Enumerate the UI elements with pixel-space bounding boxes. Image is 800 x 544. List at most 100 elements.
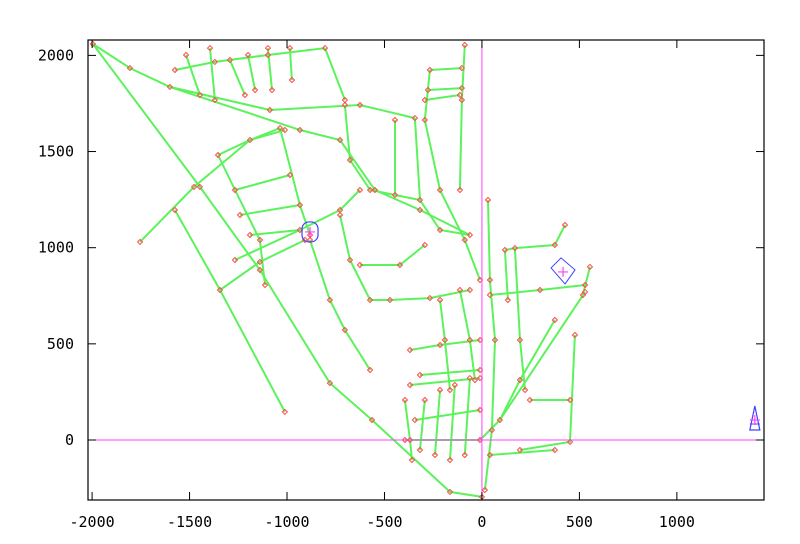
junction-node	[496, 416, 504, 424]
pipe	[219, 239, 306, 291]
tank-icon	[550, 257, 576, 285]
junction-node	[244, 51, 252, 59]
axis-ticks: -2000 -1500 -1000 -500 0 500 1000 0 500 1000 1500 2…	[38, 40, 764, 531]
facility-cross-marker	[558, 266, 569, 277]
pipe	[309, 239, 371, 371]
junction-node	[356, 261, 364, 269]
junction-node	[89, 40, 97, 48]
junction-node	[551, 241, 559, 249]
junction-node	[484, 196, 492, 204]
junction-node	[256, 236, 264, 244]
junction-node	[206, 44, 214, 52]
y-tick-label: 500	[47, 335, 74, 353]
pipe	[185, 54, 201, 96]
pipe	[228, 59, 246, 96]
pipe	[139, 129, 286, 243]
junction-node	[214, 151, 222, 159]
junction-node	[431, 451, 439, 459]
junction-node	[446, 386, 454, 394]
plot-frame	[87, 39, 765, 501]
junction-node	[236, 211, 244, 219]
junction-node	[424, 86, 432, 94]
junction-node	[368, 416, 376, 424]
junction-node	[386, 296, 394, 304]
pipe	[463, 378, 471, 456]
pipe	[519, 334, 576, 451]
junction-node	[171, 206, 179, 214]
junction-node	[366, 296, 374, 304]
y-tick-label: 0	[65, 431, 74, 449]
junction-node	[281, 408, 289, 416]
junction-node	[266, 106, 274, 114]
x-tick-label: -2000	[70, 513, 115, 531]
plot-border	[87, 39, 765, 501]
junction-node	[401, 436, 409, 444]
junction-node	[551, 446, 559, 454]
junction-node	[182, 51, 190, 59]
pipe	[174, 47, 326, 71]
junction-node	[286, 44, 294, 52]
junction-node	[246, 231, 254, 239]
pipe	[513, 248, 526, 391]
junction-node	[416, 371, 424, 379]
pipe	[414, 409, 481, 421]
junction-node	[296, 201, 304, 209]
junction-node	[486, 291, 494, 299]
pipe	[489, 449, 555, 456]
y-tick-label: 1000	[38, 239, 74, 257]
pipe	[324, 47, 346, 101]
origin-lines	[88, 40, 764, 500]
junction-node	[456, 286, 464, 294]
pipe	[339, 214, 471, 301]
pipe	[423, 69, 481, 281]
junction-node	[196, 91, 204, 99]
junction-node	[436, 186, 444, 194]
junction-node	[171, 66, 179, 74]
pipe	[458, 44, 466, 191]
junction-node	[296, 126, 304, 134]
pipe	[409, 339, 481, 351]
nodes-layer	[89, 40, 594, 501]
junction-node	[426, 66, 434, 74]
pipe	[217, 127, 281, 156]
junction-node	[276, 124, 284, 132]
junction-node	[401, 396, 409, 404]
junction-node	[416, 196, 424, 204]
junction-node	[458, 96, 466, 104]
junction-node	[521, 386, 529, 394]
x-tick-label: -1000	[264, 513, 309, 531]
junction-node	[436, 386, 444, 394]
junction-node	[268, 86, 276, 94]
junction-node	[190, 183, 198, 191]
junction-node	[391, 116, 399, 124]
junction-node	[421, 116, 429, 124]
x-tick-label: -1500	[167, 513, 212, 531]
junction-node	[281, 126, 289, 134]
junction-node	[264, 51, 272, 59]
pipe	[504, 224, 566, 251]
junction-node	[406, 436, 414, 444]
junction-node	[241, 91, 249, 99]
junction-node	[211, 58, 219, 66]
pipe	[343, 104, 421, 201]
pipe	[499, 319, 556, 421]
junction-node	[231, 256, 239, 264]
junction-node	[126, 64, 134, 72]
junction-node	[321, 44, 329, 52]
junction-node	[231, 186, 239, 194]
junction-node	[211, 96, 219, 104]
junction-node	[504, 296, 512, 304]
tank-icon	[749, 405, 761, 431]
facility-cross-marker	[749, 415, 760, 425]
junction-node	[426, 294, 434, 302]
pipe	[419, 369, 481, 376]
junction-node	[581, 288, 589, 296]
junction-node	[421, 396, 429, 404]
junction-node	[586, 263, 594, 271]
junction-node	[516, 376, 524, 384]
junction-node	[166, 83, 174, 91]
junction-node	[571, 331, 579, 339]
junction-node	[461, 451, 468, 459]
pipe	[247, 54, 257, 91]
junction-node	[396, 261, 404, 269]
